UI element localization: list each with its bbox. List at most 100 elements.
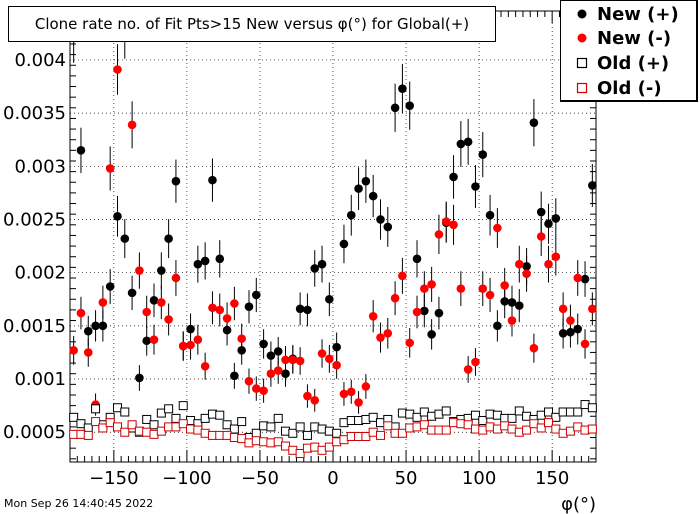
data-point	[142, 307, 152, 317]
data-point	[522, 411, 532, 421]
data-point	[207, 409, 217, 419]
data-point	[259, 437, 269, 447]
data-point	[207, 430, 217, 440]
data-point	[427, 411, 437, 421]
x-tick-label: 100	[462, 468, 496, 489]
data-point	[449, 220, 458, 230]
data-point	[544, 259, 553, 269]
data-point	[273, 366, 283, 375]
data-point	[317, 259, 327, 269]
data-point	[573, 422, 583, 432]
data-point	[317, 349, 327, 358]
data-point	[544, 407, 554, 417]
data-point	[302, 430, 312, 440]
data-point	[215, 410, 225, 420]
data-point	[244, 438, 254, 448]
data-point	[193, 425, 203, 435]
data-point	[507, 424, 517, 434]
data-point	[558, 304, 568, 314]
legend-marker-open-square-red	[576, 82, 588, 94]
series-3	[69, 417, 597, 458]
timestamp: Mon Sep 26 14:40:45 2022	[4, 497, 154, 510]
y-tick-label: 0.0035	[3, 103, 66, 124]
data-point	[478, 416, 488, 426]
data-point	[98, 321, 108, 331]
legend-label: New (-)	[597, 28, 672, 49]
data-point	[434, 409, 444, 419]
data-point	[324, 442, 334, 452]
data-point	[332, 437, 342, 447]
data-point	[76, 308, 86, 318]
data-point	[390, 428, 400, 438]
data-point	[237, 334, 246, 343]
data-point	[456, 419, 466, 429]
data-point	[558, 407, 568, 417]
data-point	[405, 101, 415, 110]
data-point	[69, 412, 79, 422]
data-point	[105, 164, 115, 173]
data-point	[507, 298, 517, 307]
legend: New (+) New (-) Old (+) Old (-)	[560, 0, 698, 102]
data-point	[383, 328, 393, 338]
data-point	[288, 445, 298, 455]
data-point	[478, 425, 488, 435]
data-point	[142, 427, 152, 437]
data-point	[339, 239, 349, 249]
legend-item-old-plus: Old (+)	[561, 52, 696, 77]
data-point	[514, 427, 524, 437]
x-tick-label: −50	[241, 468, 279, 489]
data-point	[427, 330, 436, 339]
data-point	[493, 321, 502, 331]
data-point	[200, 413, 210, 423]
chart-title: Clone rate no. of Fit Pts>15 New versus …	[8, 6, 496, 42]
data-point	[500, 421, 510, 431]
data-point	[186, 340, 195, 350]
data-point	[303, 391, 312, 401]
data-point	[346, 416, 356, 426]
data-point	[135, 266, 144, 275]
data-point	[346, 431, 356, 441]
data-point	[266, 438, 276, 448]
data-point	[493, 223, 502, 233]
data-point	[565, 407, 575, 417]
data-point	[98, 298, 108, 307]
data-point	[281, 441, 291, 451]
data-point	[149, 335, 159, 344]
data-point	[558, 328, 568, 338]
data-point	[544, 418, 554, 428]
data-point	[178, 341, 188, 351]
axis-ticks	[70, 11, 596, 462]
data-point	[288, 355, 298, 365]
data-point	[354, 431, 364, 441]
data-point	[113, 65, 122, 74]
data-point	[514, 301, 524, 310]
data-point	[164, 422, 174, 432]
data-point	[83, 423, 93, 433]
y-tick-label: 0.003	[14, 156, 66, 177]
data-point	[529, 419, 539, 429]
data-point	[295, 304, 305, 314]
data-point	[149, 296, 159, 305]
data-point	[112, 422, 122, 432]
legend-item-old-minus: Old (-)	[561, 77, 696, 102]
data-point	[529, 118, 539, 127]
data-point	[273, 413, 283, 423]
data-point	[164, 234, 173, 243]
data-point	[420, 284, 429, 293]
legend-marker-filled-circle-black	[577, 9, 587, 19]
data-point	[375, 418, 385, 428]
data-point	[259, 386, 268, 396]
data-point	[463, 365, 473, 374]
data-point	[222, 420, 232, 430]
data-point	[390, 103, 400, 113]
data-point	[273, 347, 283, 356]
data-point	[434, 230, 444, 239]
data-point	[412, 412, 422, 422]
data-point	[551, 252, 561, 262]
data-point	[361, 176, 371, 186]
data-point	[536, 423, 546, 433]
data-point	[142, 336, 152, 346]
x-tick-label: −150	[89, 468, 138, 489]
data-point	[485, 290, 495, 300]
data-point	[383, 222, 393, 232]
